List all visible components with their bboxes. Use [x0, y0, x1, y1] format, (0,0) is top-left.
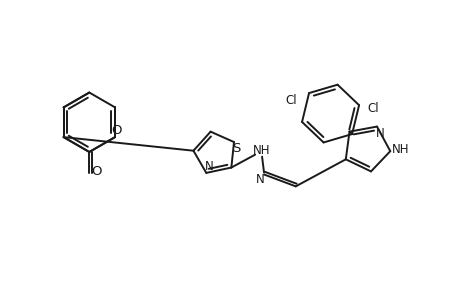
Text: S: S [231, 142, 240, 155]
Text: N: N [375, 127, 384, 140]
Text: N: N [204, 160, 213, 173]
Text: NH: NH [253, 144, 270, 157]
Text: O: O [91, 165, 101, 178]
Text: N: N [255, 173, 264, 186]
Text: NH: NH [391, 143, 408, 156]
Text: Cl: Cl [285, 94, 297, 107]
Text: Cl: Cl [366, 102, 378, 115]
Text: O: O [111, 124, 121, 137]
